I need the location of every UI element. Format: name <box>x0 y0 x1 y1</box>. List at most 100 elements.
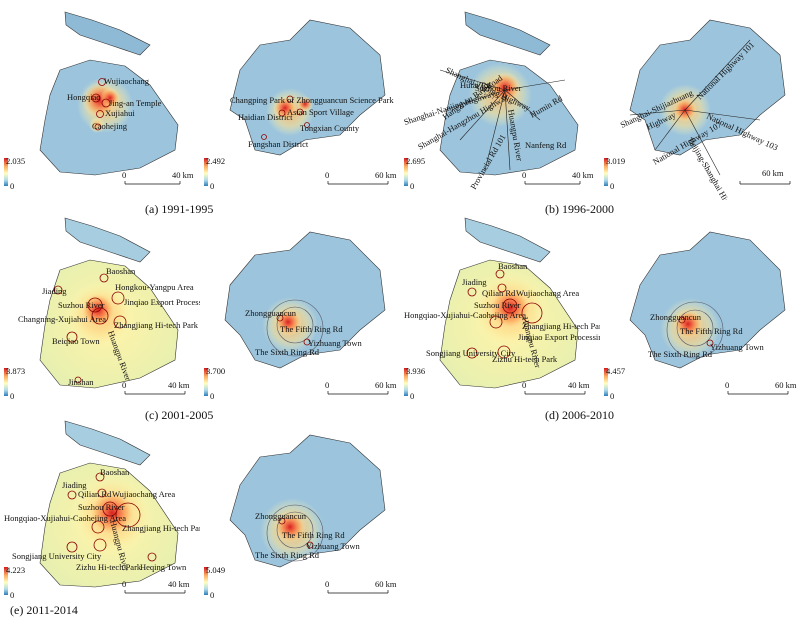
legend-bar <box>204 567 208 595</box>
svg-text:Yizhuang Town: Yizhuang Town <box>710 342 765 352</box>
legend-bar <box>4 158 8 186</box>
svg-text:60 km: 60 km <box>375 380 397 390</box>
svg-text:Yizhuang Town: Yizhuang Town <box>308 338 363 348</box>
svg-text:0: 0 <box>522 380 526 390</box>
svg-text:Zizhu Hi-tech Park: Zizhu Hi-tech Park <box>76 562 142 572</box>
svg-text:Zhongguancun: Zhongguancun <box>255 511 307 521</box>
scale-bar: 0 40 km <box>122 380 190 395</box>
svg-text:60 km: 60 km <box>775 380 797 390</box>
svg-text:60 km: 60 km <box>762 168 784 178</box>
legend-max: 2.695 <box>406 156 425 166</box>
scale-bar: 0 60 km <box>325 380 397 395</box>
scale-bar: 0 40 km <box>522 170 594 185</box>
svg-text:Beiqiao Town: Beiqiao Town <box>52 336 100 346</box>
scale-bar: 0 60 km <box>325 579 397 594</box>
legend-min: 0 <box>610 181 614 191</box>
svg-text:Suzhou River: Suzhou River <box>58 300 105 310</box>
svg-text:Changning-Xujiahui Area: Changning-Xujiahui Area <box>18 314 106 324</box>
hotspot-markers <box>276 314 311 346</box>
svg-text:0: 0 <box>325 579 329 589</box>
legend-max: 3.700 <box>206 366 225 376</box>
legend-bar <box>204 158 208 186</box>
panel-c-beijing-map: Zhongguancun The Fifth Ring Rd Yizhuang … <box>200 210 400 410</box>
svg-text:Nanfeng Rd: Nanfeng Rd <box>525 140 567 150</box>
svg-text:Qilian Rd: Qilian Rd <box>482 288 516 298</box>
svg-text:40 km: 40 km <box>168 380 190 390</box>
svg-text:Jinqiao Export Processing Zone: Jinqiao Export Processing Zone <box>518 332 600 342</box>
svg-text:40 km: 40 km <box>172 170 194 180</box>
svg-text:40 km: 40 km <box>168 579 190 589</box>
legend-min: 0 <box>610 391 614 401</box>
svg-text:Zhangjiang Hi-tech Park: Zhangjiang Hi-tech Park <box>122 523 200 533</box>
svg-text:Jiading: Jiading <box>42 286 67 296</box>
panel-a-beijing-map: Changping Park of Zhongguancun Science P… <box>200 0 400 200</box>
svg-text:Suzhou River: Suzhou River <box>78 502 125 512</box>
svg-text:The Sixth Ring Rd: The Sixth Ring Rd <box>648 349 713 359</box>
svg-text:Songjiang University City: Songjiang University City <box>426 348 516 358</box>
panel-e-shanghai-map: Baoshan Jiading Qilian Rd Wujiaochang Ar… <box>0 415 200 605</box>
caption-a: (a) 1991-1995 <box>145 202 214 216</box>
hotspot-markers <box>466 269 543 359</box>
legend-max: 3.936 <box>406 366 425 376</box>
legend-max: 5.049 <box>206 565 225 575</box>
scale-bar: 0 40 km <box>122 579 190 594</box>
svg-text:60 km: 60 km <box>375 579 397 589</box>
legend-bar <box>204 368 208 396</box>
svg-text:0: 0 <box>522 170 526 180</box>
caption-c: (c) 2001-2005 <box>145 408 214 422</box>
svg-text:Zhongguancun: Zhongguancun <box>650 312 702 322</box>
panel-b-beijing-map: National Highway 101 Shanghai-Shijiazhua… <box>600 0 800 200</box>
svg-text:Hutai Rd: Hutai Rd <box>460 80 492 90</box>
label: Jing-an Temple <box>109 98 162 108</box>
legend-max: 2.035 <box>6 156 25 166</box>
svg-text:Jinqiao Export Processing Zone: Jinqiao Export Processing Zone <box>124 297 200 307</box>
label: Hongqiao <box>67 92 101 102</box>
hotspot-markers <box>261 95 310 140</box>
svg-text:Qilian Rd: Qilian Rd <box>78 489 112 499</box>
svg-text:0: 0 <box>122 380 126 390</box>
svg-text:Suzhou River: Suzhou River <box>475 83 522 93</box>
svg-text:Zhangjiang Hi-tech Park and: Zhangjiang Hi-tech Park and <box>522 321 600 331</box>
panel-c-shanghai-map: Baoshan Jiading Hongkou-Yangpu Area Suzh… <box>0 210 200 410</box>
svg-text:0: 0 <box>122 170 126 180</box>
hotspot-markers <box>66 472 157 562</box>
legend-max: 4.223 <box>6 565 25 575</box>
svg-text:Zhangjiang Hi-tech Park: Zhangjiang Hi-tech Park <box>114 320 199 330</box>
svg-text:0: 0 <box>122 579 126 589</box>
svg-text:60 km: 60 km <box>375 170 397 180</box>
legend-max: 4.457 <box>606 366 625 376</box>
legend-max: 3.873 <box>6 366 25 376</box>
caption-d: (d) 2006-2010 <box>545 408 614 422</box>
hotspot-markers <box>53 273 127 384</box>
svg-text:Jiading: Jiading <box>62 480 87 490</box>
scale-bar: 0 40 km <box>122 170 194 185</box>
svg-text:Wujiaochang Area: Wujiaochang Area <box>112 489 175 499</box>
svg-text:Zizhu Hi-tech Park: Zizhu Hi-tech Park <box>492 354 558 364</box>
svg-text:Hongqiao-Xujiahui-Caohejing Ar: Hongqiao-Xujiahui-Caohejing Area <box>4 513 126 523</box>
scale-bar: 0 60 km <box>325 170 397 185</box>
hotspot-markers <box>91 78 111 131</box>
legend-bar <box>4 567 8 595</box>
legend-bar <box>404 158 408 186</box>
svg-text:0: 0 <box>725 380 729 390</box>
legend-bar <box>604 158 608 186</box>
panel-d-shanghai-map: Baoshan Jiading Qilian Rd Wujiaochang Ar… <box>400 210 600 410</box>
hotspot-markers <box>678 316 714 347</box>
svg-text:The Fifth Ring Rd: The Fifth Ring Rd <box>680 326 743 336</box>
legend-min: 0 <box>10 590 14 600</box>
legend-max: 2.492 <box>206 156 225 166</box>
label: Asian Sport Village <box>287 107 354 117</box>
hotspot-markers <box>278 517 314 549</box>
legend-bar <box>4 368 8 396</box>
legend-bar <box>404 368 408 396</box>
svg-text:The Fifth Ring Rd: The Fifth Ring Rd <box>282 530 345 540</box>
svg-text:Baoshan: Baoshan <box>106 266 136 276</box>
panel-a-shanghai-map: Wujiaochang Hongqiao Jing-an Temple Xuji… <box>0 0 200 200</box>
svg-text:The Sixth Ring Rd: The Sixth Ring Rd <box>255 550 320 560</box>
legend-min: 0 <box>210 590 214 600</box>
caption-b: (b) 1996-2000 <box>545 202 614 216</box>
label: Tongxian County <box>300 123 360 133</box>
scale-bar: 60 km <box>739 168 791 185</box>
legend-min: 0 <box>10 181 14 191</box>
svg-text:Heqing Town: Heqing Town <box>140 562 187 572</box>
